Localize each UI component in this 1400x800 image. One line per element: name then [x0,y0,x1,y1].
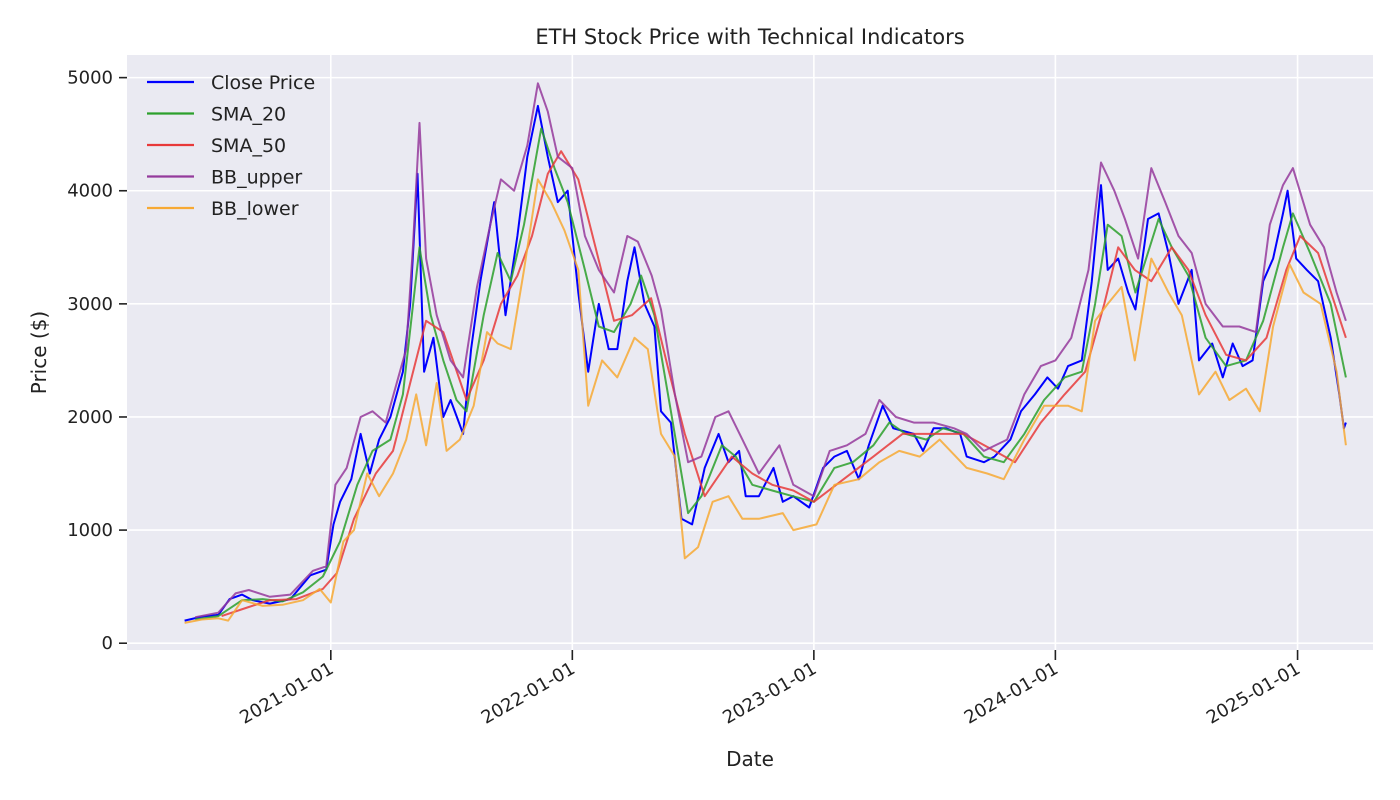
legend-item: BB_upper [147,167,302,189]
y-tick-label: 3000 [67,294,113,315]
legend-label: Close Price [211,72,315,94]
series-line-bb-lower [184,178,1347,624]
legend-label: SMA_50 [211,135,286,157]
x-tick-label: 2025-01-01 [1203,658,1304,728]
x-tick-label: 2024-01-01 [961,658,1062,728]
legend-item: SMA_50 [147,135,286,157]
y-tick-label: 2000 [67,407,113,428]
series-group [184,82,1347,624]
legend-label: BB_lower [211,198,299,220]
y-tick-label: 4000 [67,181,113,202]
x-axis-label: Date [726,747,774,771]
legend: Close Price SMA_20 SMA_50 BB_upper BB_lower [147,72,315,220]
legend-item: BB_lower [147,198,299,220]
y-tick-label: 0 [102,633,113,654]
legend-item: Close Price [147,72,315,94]
legend-label: BB_upper [211,167,302,189]
series-line-sma-50 [221,150,1347,618]
x-tick-label: 2023-01-01 [719,658,820,728]
x-tick-label: 2021-01-01 [236,658,337,728]
chart-title: ETH Stock Price with Technical Indicator… [535,25,964,49]
series-line-sma-20 [195,127,1347,621]
x-tick-label: 2022-01-01 [478,658,579,728]
plot-background [127,55,1373,650]
legend-label: SMA_20 [211,104,286,126]
grid [127,55,1373,650]
series-line-bb-upper [195,82,1347,619]
legend-item: SMA_20 [147,104,286,126]
y-tick-label: 1000 [67,520,113,541]
y-axis-label: Price ($) [27,311,51,394]
y-tick-label: 5000 [67,68,113,89]
